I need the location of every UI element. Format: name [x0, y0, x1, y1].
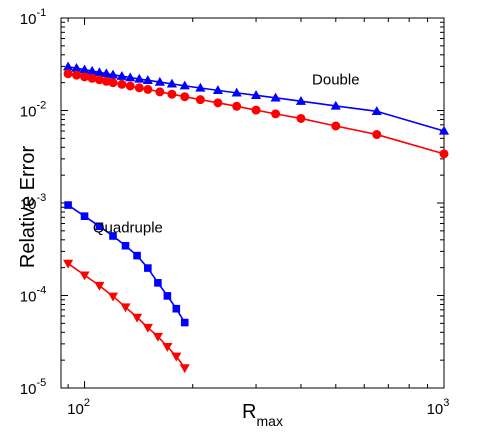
data-point-double-red: [213, 98, 223, 108]
data-point-double-red: [439, 149, 449, 159]
y-tick-label: 10-5: [20, 377, 46, 398]
data-point-double-blue: [195, 82, 206, 92]
data-point-double-red: [195, 95, 205, 105]
y-tick-label-base: 10: [20, 381, 37, 398]
data-point-double-blue: [179, 80, 190, 90]
data-point-quadruple-blue: [163, 292, 172, 300]
series-layer: [63, 61, 450, 374]
data-point-double-blue: [270, 92, 281, 102]
data-point-quadruple-red: [179, 364, 190, 374]
data-point-double-blue: [134, 73, 145, 83]
data-point-quadruple-red: [79, 271, 90, 281]
data-point-double-blue: [330, 100, 341, 110]
y-tick-label-base: 10: [20, 11, 37, 28]
annotation-double: Double: [312, 72, 360, 89]
data-point-quadruple-blue: [64, 201, 72, 209]
data-point-quadruple-red: [94, 281, 105, 291]
x-tick-label-exponent: 2: [84, 397, 90, 409]
data-point-double-blue: [231, 87, 242, 97]
data-point-double-red: [296, 113, 306, 123]
data-point-double-red: [180, 92, 190, 102]
y-tick-label: 10-4: [20, 285, 46, 306]
data-point-double-red: [72, 70, 82, 80]
y-tick-label: 10-2: [20, 100, 46, 121]
data-point-double-red: [372, 130, 382, 140]
data-point-double-red: [80, 72, 90, 82]
data-point-double-blue: [101, 68, 112, 78]
data-point-double-blue: [212, 85, 223, 95]
y-tick-label-base: 10: [20, 196, 37, 213]
x-axis-title: Rmax: [242, 401, 283, 429]
x-tick-label: 103: [427, 397, 450, 418]
data-point-double-red: [125, 81, 135, 91]
data-point-quadruple-red: [171, 352, 182, 362]
y-tick-label: 10-3: [20, 192, 46, 213]
data-point-double-red: [232, 101, 242, 111]
data-point-double-blue: [125, 72, 136, 82]
y-tick-label-exponent: -1: [36, 7, 46, 19]
data-point-double-blue: [166, 78, 177, 88]
data-point-double-red: [143, 84, 153, 94]
y-tick-label: 10-1: [20, 7, 46, 28]
data-point-double-red: [134, 83, 144, 93]
x-tick-label-base: 10: [67, 401, 84, 418]
x-tick-label-base: 10: [427, 401, 444, 418]
data-point-quadruple-blue: [95, 222, 104, 231]
y-tick-label-base: 10: [20, 104, 37, 121]
series-double-red: [63, 69, 449, 159]
data-point-double-red: [167, 89, 177, 99]
x-axis-title-subscript: max: [257, 413, 283, 429]
y-tick-label-base: 10: [20, 289, 37, 306]
data-point-quadruple-red: [120, 303, 131, 313]
data-point-double-red: [251, 105, 261, 115]
y-tick-label-exponent: -4: [36, 285, 46, 297]
x-axis-title-main: R: [242, 401, 256, 423]
data-point-double-red: [155, 87, 165, 97]
data-point-double-red: [271, 109, 281, 119]
data-point-quadruple-blue: [172, 304, 181, 313]
data-point-double-blue: [107, 69, 119, 79]
annotations: Double Quadruple: [93, 72, 360, 237]
data-point-double-blue: [438, 125, 450, 135]
data-point-double-blue: [371, 106, 382, 115]
data-point-quadruple-red: [142, 323, 153, 333]
data-point-double-blue: [154, 76, 165, 86]
data-point-quadruple-red: [132, 313, 143, 323]
y-tick-label-exponent: -5: [36, 377, 46, 389]
data-point-quadruple-blue: [180, 318, 189, 327]
data-point-quadruple-blue: [80, 212, 89, 220]
y-tick-label-exponent: -2: [36, 100, 46, 112]
data-point-quadruple-red: [152, 332, 163, 342]
data-point-quadruple-blue: [121, 241, 130, 250]
data-point-double-red: [331, 121, 341, 131]
axis-titles: Rmax Relative Error: [17, 146, 283, 429]
data-point-double-red: [108, 78, 118, 88]
y-axis-title: Relative Error: [17, 146, 39, 269]
data-point-double-red: [117, 79, 127, 89]
series-double-blue: [63, 61, 450, 135]
data-point-double-red: [87, 73, 97, 83]
data-point-quadruple-red: [162, 342, 173, 352]
data-point-quadruple-blue: [133, 251, 141, 260]
data-point-quadruple-blue: [144, 264, 152, 272]
data-point-double-blue: [250, 90, 262, 99]
y-tick-label-exponent: -3: [36, 192, 46, 204]
x-tick-label: 102: [67, 397, 90, 418]
series-quadruple-red: [63, 259, 190, 374]
series-quadruple-blue: [64, 201, 189, 327]
data-point-double-blue: [116, 70, 127, 80]
annotation-quadruple: Quadruple: [93, 219, 163, 236]
x-tick-label-exponent: 3: [443, 397, 449, 409]
data-point-quadruple-blue: [109, 232, 117, 240]
data-point-quadruple-blue: [154, 279, 162, 287]
data-point-quadruple-red: [63, 259, 74, 269]
data-point-double-blue: [142, 75, 153, 84]
data-point-double-blue: [295, 96, 307, 105]
data-point-double-red: [63, 69, 73, 79]
data-point-quadruple-red: [107, 292, 119, 302]
